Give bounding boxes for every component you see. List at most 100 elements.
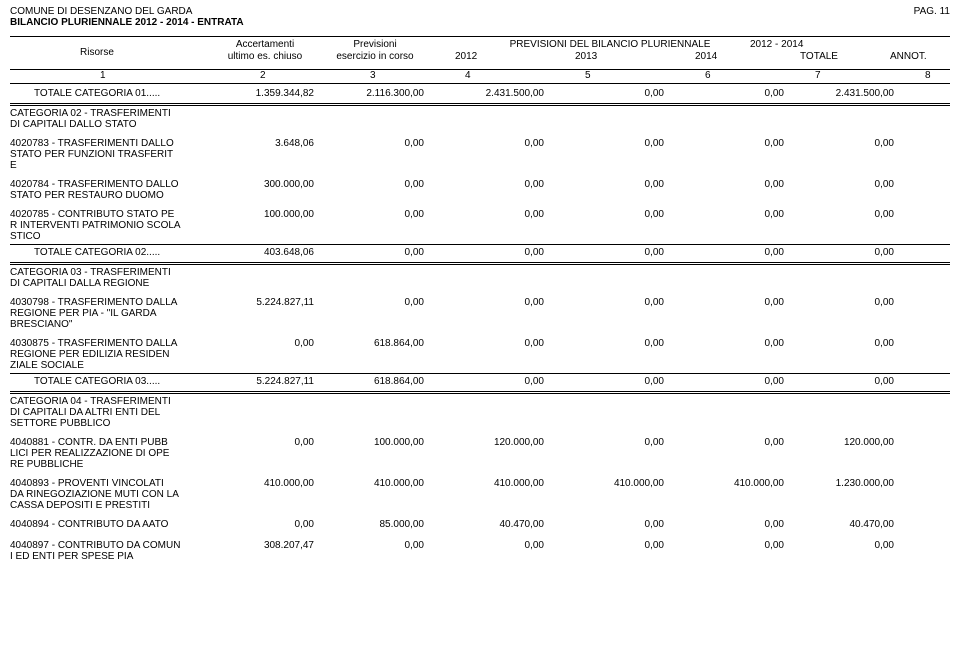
cell: 0,00 (320, 247, 430, 258)
row-4040894-label: 4040894 - CONTRIBUTO DA AATO (10, 519, 210, 530)
cell: 1.359.344,82 (210, 88, 320, 99)
col-prevbil: PREVISIONI DEL BILANCIO PLURIENNALE (480, 39, 740, 50)
cell: 100.000,00 (210, 209, 320, 220)
cell: 0,00 (320, 540, 430, 551)
cell: 0,00 (670, 376, 790, 387)
cell: 0,00 (790, 209, 900, 220)
cell: 0,00 (430, 209, 550, 220)
row-4030798-label: 4030798 - TRASFERIMENTO DALLA REGIONE PE… (10, 297, 210, 330)
cat03-header-row: CATEGORIA 03 - TRASFERIMENTI DI CAPITALI… (10, 267, 950, 289)
row-4040881-label: 4040881 - CONTR. DA ENTI PUBB LICI PER R… (10, 437, 210, 470)
cell: 0,00 (210, 338, 320, 349)
row-4040893: 4040893 - PROVENTI VINCOLATI DA RINEGOZI… (10, 478, 950, 511)
cell: 0,00 (550, 247, 670, 258)
row-4040893-label: 4040893 - PROVENTI VINCOLATI DA RINEGOZI… (10, 478, 210, 511)
total-cat01-label: TOTALE CATEGORIA 01..... (10, 88, 210, 99)
cell: 0,00 (550, 209, 670, 220)
row-4040897: 4040897 - CONTRIBUTO DA COMUN I ED ENTI … (10, 540, 950, 562)
cell: 0,00 (550, 138, 670, 149)
cell: 0,00 (320, 138, 430, 149)
row-4020784-label: 4020784 - TRASFERIMENTO DALLO STATO PER … (10, 179, 210, 201)
colnum-6: 6 (705, 70, 711, 81)
cell: 0,00 (550, 519, 670, 530)
cell: 0,00 (790, 247, 900, 258)
row-4020785: 4020785 - CONTRIBUTO STATO PE R INTERVEN… (10, 209, 950, 242)
cell: 0,00 (790, 138, 900, 149)
cell: 120.000,00 (790, 437, 900, 448)
cell: 0,00 (550, 338, 670, 349)
row-4030798: 4030798 - TRASFERIMENTO DALLA REGIONE PE… (10, 297, 950, 330)
cat03-header: CATEGORIA 03 - TRASFERIMENTI DI CAPITALI… (10, 267, 210, 289)
cat02-header-row: CATEGORIA 02 - TRASFERIMENTI DI CAPITALI… (10, 108, 950, 130)
cell: 410.000,00 (550, 478, 670, 489)
column-headers: Risorse Accertamenti ultimo es. chiuso P… (10, 36, 950, 70)
cell: 410.000,00 (670, 478, 790, 489)
cell: 120.000,00 (430, 437, 550, 448)
cell: 0,00 (430, 376, 550, 387)
column-numbers: 1 2 3 4 5 6 7 8 (10, 70, 950, 84)
cell: 0,00 (430, 247, 550, 258)
cell: 0,00 (210, 437, 320, 448)
col-totale: TOTALE (800, 51, 838, 62)
comune-label: COMUNE DI DESENZANO DEL GARDA (10, 6, 192, 17)
row-4020784: 4020784 - TRASFERIMENTO DALLO STATO PER … (10, 179, 950, 201)
cell: 0,00 (550, 540, 670, 551)
col-risorse: Risorse (80, 47, 114, 58)
cell: 2.116.300,00 (320, 88, 430, 99)
cell: 0,00 (430, 297, 550, 308)
cell: 2.431.500,00 (430, 88, 550, 99)
col-prev-sub: esercizio in corso (330, 51, 420, 62)
cell: 40.470,00 (430, 519, 550, 530)
cell: 308.207,47 (210, 540, 320, 551)
cell: 0,00 (550, 88, 670, 99)
colnum-2: 2 (260, 70, 266, 81)
cell: 0,00 (790, 540, 900, 551)
cell: 85.000,00 (320, 519, 430, 530)
cell: 0,00 (790, 179, 900, 190)
cell: 410.000,00 (210, 478, 320, 489)
cell: 5.224.827,11 (210, 297, 320, 308)
cell: 0,00 (430, 179, 550, 190)
cell: 0,00 (320, 297, 430, 308)
cell: 0,00 (550, 376, 670, 387)
cell: 2.431.500,00 (790, 88, 900, 99)
row-4040881: 4040881 - CONTR. DA ENTI PUBB LICI PER R… (10, 437, 950, 470)
cell: 0,00 (790, 338, 900, 349)
total-cat02-label: TOTALE CATEGORIA 02..... (10, 247, 210, 258)
total-cat03-row: TOTALE CATEGORIA 03..... 5.224.827,11 61… (10, 376, 950, 389)
page-number: PAG. 11 (914, 6, 950, 17)
cat04-header-row: CATEGORIA 04 - TRASFERIMENTI DI CAPITALI… (10, 396, 950, 429)
col-2013: 2013 (575, 51, 597, 62)
cell: 0,00 (670, 88, 790, 99)
cell: 0,00 (320, 209, 430, 220)
cell: 0,00 (430, 338, 550, 349)
cell: 0,00 (320, 179, 430, 190)
cat02-header: CATEGORIA 02 - TRASFERIMENTI DI CAPITALI… (10, 108, 210, 130)
cell: 0,00 (670, 247, 790, 258)
col-range: 2012 - 2014 (750, 39, 803, 50)
col-prev-top: Previsioni (330, 39, 420, 50)
col-2012: 2012 (455, 51, 477, 62)
cell: 618.864,00 (320, 376, 430, 387)
colnum-4: 4 (465, 70, 471, 81)
row-4040897-label: 4040897 - CONTRIBUTO DA COMUN I ED ENTI … (10, 540, 210, 562)
col-annot: ANNOT. (890, 51, 927, 62)
cell: 5.224.827,11 (210, 376, 320, 387)
row-4040894: 4040894 - CONTRIBUTO DA AATO 0,00 85.000… (10, 519, 950, 532)
row-4030875-label: 4030875 - TRASFERIMENTO DALLA REGIONE PE… (10, 338, 210, 371)
total-cat01-row: TOTALE CATEGORIA 01..... 1.359.344,82 2.… (10, 88, 950, 101)
colnum-3: 3 (370, 70, 376, 81)
cell: 100.000,00 (320, 437, 430, 448)
cell: 0,00 (670, 338, 790, 349)
row-4030875: 4030875 - TRASFERIMENTO DALLA REGIONE PE… (10, 338, 950, 371)
cell: 300.000,00 (210, 179, 320, 190)
col-2014: 2014 (695, 51, 717, 62)
cell: 0,00 (670, 519, 790, 530)
cell: 403.648,06 (210, 247, 320, 258)
total-cat02-row: TOTALE CATEGORIA 02..... 403.648,06 0,00… (10, 247, 950, 260)
cell: 0,00 (210, 519, 320, 530)
cell: 0,00 (670, 138, 790, 149)
col-accert-sub: ultimo es. chiuso (220, 51, 310, 62)
colnum-5: 5 (585, 70, 591, 81)
cell: 0,00 (790, 376, 900, 387)
